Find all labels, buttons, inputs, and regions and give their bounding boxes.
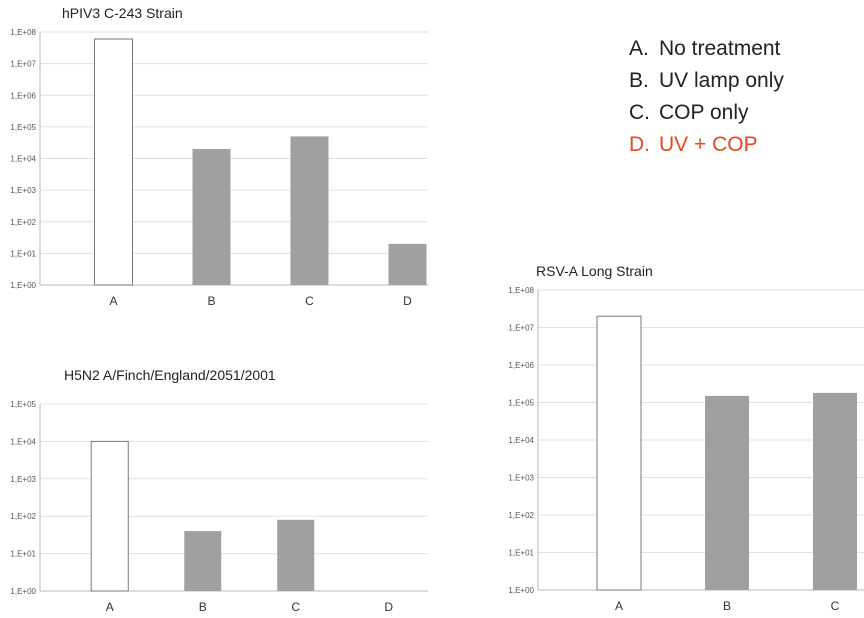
legend-item-c: C. COP only [629,97,784,129]
y-tick-label: 1,E+07 [508,324,534,333]
y-tick-label: 1,E+04 [508,436,534,445]
y-tick-label: 1,E+02 [10,512,36,521]
y-tick-label: 1,E+06 [10,91,36,100]
y-tick-label: 1,E+05 [508,399,534,408]
bar-a [94,38,133,286]
bar-c [290,136,329,285]
chart-title: RSV-A Long Strain [536,263,653,279]
legend-text: UV + COP [659,133,758,156]
chart-h5n2: H5N2 A/Finch/England/2051/2001 1,E+00 1,E… [0,360,440,618]
x-tick-label: D [384,600,393,614]
y-tick-label: 1,E+02 [10,218,36,227]
x-tick-label: D [403,294,412,308]
chart-svg: 1,E+00 1,E+01 1,E+02 1,E+03 1,E+04 1,E+05 1,E+… [508,286,864,613]
chart-svg: 1,E+00 1,E+01 1,E+02 1,E+03 1,E+04 1,E+05 A B C D [10,400,428,614]
y-tick-label: 1,E+04 [10,437,36,446]
x-tick-label: C [305,294,314,308]
x-tick-label: C [291,600,300,614]
legend-letter: B. [629,69,649,92]
bar-b [705,395,749,590]
x-tick-label: A [109,294,117,308]
y-tick-label: 1,E+02 [508,511,534,520]
bar-c [277,519,315,591]
y-tick-label: 1,E+05 [10,400,36,409]
chart-rsv-a: RSV-A Long Strain 1,E+00 1,E+01 1,E+02 1,E+… [450,260,864,618]
y-tick-label: 1,E+01 [508,549,534,558]
legend-item-d: D. UV + COP [629,129,784,161]
legend-text: No treatment [659,37,781,60]
chart-title: H5N2 A/Finch/England/2051/2001 [64,367,276,383]
legend-text: UV lamp only [659,69,784,92]
chart-hpiv3: hPIV3 C-243 Strain 1,E+00 1,E+01 1,E+02 1,E… [0,0,440,320]
y-tick-label: 1,E+04 [10,155,36,164]
chart-title: hPIV3 C-243 Strain [62,5,183,21]
legend-item-b: B. UV lamp only [629,65,784,97]
y-tick-label: 1,E+08 [10,28,36,37]
legend-letter: C. [629,101,650,124]
legend-letter: D. [629,133,650,156]
legend-item-a: A. No treatment [629,33,784,65]
legend-text: COP only [659,101,749,124]
legend-letter: A. [629,37,649,60]
bar-b [184,531,222,591]
y-tick-label: 1,E+07 [10,60,36,69]
y-tick-label: 1,E+00 [10,281,36,290]
y-tick-label: 1,E+03 [10,186,36,195]
y-tick-label: 1,E+08 [508,286,534,295]
y-tick-label: 1,E+03 [508,474,534,483]
x-tick-label: B [199,600,207,614]
y-tick-label: 1,E+00 [508,586,534,595]
bar-d [388,243,427,285]
y-tick-label: 1,E+00 [10,587,36,596]
y-tick-label: 1,E+03 [10,475,36,484]
legend: A. No treatment B. UV lamp only C. COP only… [629,33,784,161]
y-tick-label: 1,E+01 [10,550,36,559]
bar-a [90,440,129,592]
y-tick-label: 1,E+06 [508,361,534,370]
bar-a [596,315,642,591]
x-tick-label: B [723,599,731,613]
bar-c [813,392,857,590]
x-tick-label: A [106,600,114,614]
x-tick-label: C [831,599,840,613]
y-tick-label: 1,E+05 [10,123,36,132]
bar-b [192,148,231,285]
y-tick-label: 1,E+01 [10,249,36,258]
x-tick-label: B [207,294,215,308]
x-tick-label: A [615,599,623,613]
chart-svg: 1,E+00 1,E+01 1,E+02 1,E+03 1,E+04 1,E+05 1,E+… [10,28,428,308]
